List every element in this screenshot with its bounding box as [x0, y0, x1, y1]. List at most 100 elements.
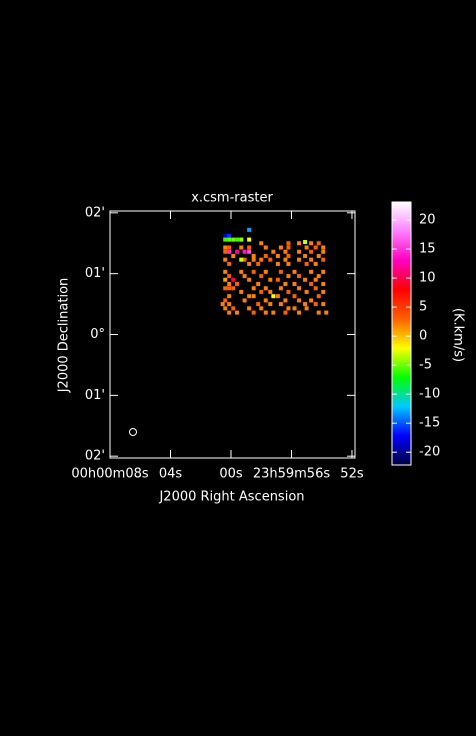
- colorbar-tick-label: 10: [419, 271, 436, 286]
- pixel: [275, 254, 280, 259]
- pixel: [313, 286, 318, 291]
- pixel: [251, 257, 256, 262]
- pixel: [259, 289, 264, 294]
- pixel: [297, 274, 302, 279]
- colorbar-tick-label: -20: [419, 445, 440, 460]
- pixel: [278, 286, 283, 291]
- pixel: [297, 310, 302, 315]
- pixel: [251, 294, 256, 299]
- pixel: [303, 254, 308, 259]
- pixel: [292, 269, 297, 274]
- pixel: [268, 257, 273, 262]
- pixel: [292, 281, 297, 287]
- pixel: [292, 306, 297, 311]
- pixel: [297, 286, 302, 291]
- pixel: [283, 298, 288, 303]
- pixel: [303, 277, 308, 282]
- pixel: [259, 257, 264, 262]
- pixel: [286, 241, 291, 246]
- y-tick-label: 01': [85, 388, 105, 403]
- pixel: [321, 269, 326, 274]
- pixel: [313, 245, 318, 250]
- pixel: [263, 286, 268, 291]
- pixel: [275, 294, 280, 299]
- x-axis-label: J2000 Right Ascension: [158, 490, 304, 505]
- pixel: [297, 249, 302, 254]
- pixel: [227, 286, 232, 291]
- pixel: [309, 298, 314, 303]
- colorbar-tick-label: -15: [419, 416, 440, 431]
- pixel: [321, 249, 326, 254]
- colorbar-tick-label: -10: [419, 387, 440, 402]
- pixel: [292, 294, 297, 299]
- pixel: [231, 254, 236, 259]
- pixel: [259, 306, 264, 311]
- x-tick-label: 23h59m56s: [253, 467, 331, 482]
- pixel: [316, 254, 321, 259]
- pixel: [247, 245, 252, 250]
- pixel: [227, 310, 232, 315]
- pixel: [235, 249, 240, 254]
- pixel: [268, 302, 273, 307]
- pixel: [321, 302, 326, 307]
- pixel: [283, 249, 288, 254]
- pixel: [239, 237, 244, 242]
- pixel: [239, 257, 244, 262]
- colorbar: [391, 201, 412, 466]
- beam: [129, 428, 137, 436]
- colorbar-label: (K.km/s): [451, 308, 466, 362]
- pixel: [223, 233, 228, 238]
- pixel: [247, 261, 252, 266]
- pixel: [220, 302, 225, 307]
- pixel: [286, 261, 291, 266]
- colorbar-tick-label: 15: [419, 242, 436, 257]
- colorbar-tick-label: 20: [419, 212, 436, 227]
- pixel: [304, 261, 309, 266]
- pixel: [283, 257, 288, 262]
- pixel: [247, 237, 252, 242]
- pixel: [247, 277, 252, 282]
- pixel: [239, 289, 244, 294]
- y-tick-label: 0°: [90, 327, 105, 342]
- pixel: [268, 289, 273, 294]
- pixel: [251, 310, 256, 315]
- pixel: [223, 269, 228, 274]
- pixel: [316, 241, 321, 246]
- chart-title: x.csm-raster: [191, 191, 273, 206]
- pixel: [278, 245, 283, 250]
- pixel: [242, 298, 247, 303]
- pixel: [263, 254, 268, 259]
- pixel: [263, 310, 268, 315]
- pixel: [227, 233, 232, 238]
- pixel: [242, 274, 247, 279]
- pixel: [247, 227, 252, 232]
- pixel: [223, 245, 228, 250]
- x-tick-label: 04s: [159, 467, 183, 482]
- pixel: [247, 294, 252, 299]
- pixel: [303, 240, 308, 245]
- pixel: [223, 277, 228, 282]
- pixel: [223, 249, 228, 254]
- colorbar-tick-label: 5: [419, 300, 427, 315]
- pixel: [316, 274, 321, 279]
- pixel: [309, 269, 314, 274]
- pixel: [259, 274, 264, 279]
- pixel: [231, 237, 236, 242]
- pixel: [256, 281, 261, 287]
- pixel: [283, 310, 288, 315]
- pixel: [286, 274, 291, 279]
- pixel: [286, 306, 291, 311]
- pixel: [324, 310, 329, 315]
- pixel: [227, 237, 232, 242]
- pixel: [286, 289, 291, 294]
- pixel: [316, 294, 321, 299]
- pixel: [321, 281, 326, 287]
- pixel: [251, 269, 256, 274]
- pixel: [297, 257, 302, 262]
- pixel: [271, 294, 276, 299]
- pixel: [223, 286, 228, 291]
- pixel: [235, 281, 240, 287]
- pixel: [321, 289, 326, 294]
- pixel: [235, 310, 240, 315]
